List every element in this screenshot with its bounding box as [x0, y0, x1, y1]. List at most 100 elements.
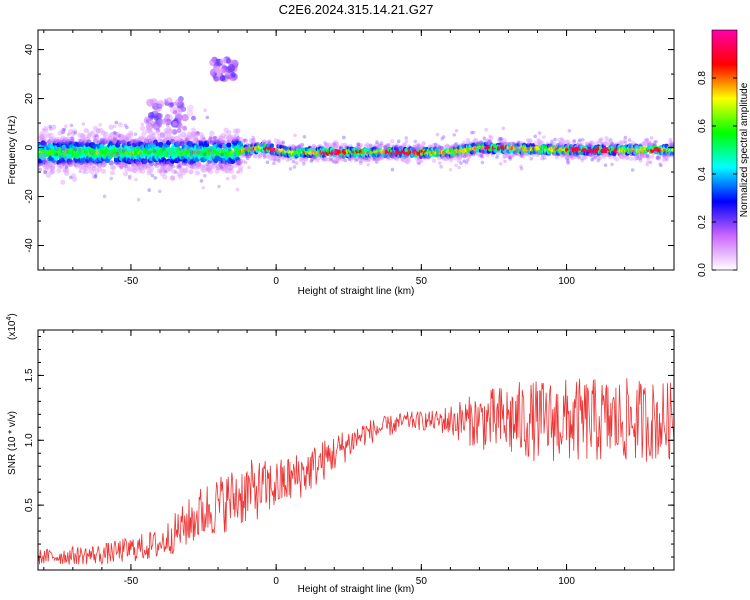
spectrogram-cell	[251, 149, 255, 153]
spectrogram-cell	[578, 138, 582, 142]
spectrogram-cell	[38, 167, 43, 172]
spectrogram-cell	[520, 151, 525, 155]
spectrogram-cell	[220, 152, 224, 157]
spectrogram-cell	[164, 130, 169, 135]
spectrogram-cell	[69, 123, 74, 128]
spectrogram-cell	[90, 130, 96, 136]
spectrogram-cell	[141, 130, 147, 137]
spectrogram-cell	[228, 163, 232, 167]
spectrogram-cell	[236, 170, 240, 174]
spectrogram-cell	[564, 144, 569, 149]
spectrogram-cell	[571, 144, 575, 148]
spectrogram-cell	[244, 154, 249, 158]
spectrogram-cell	[628, 143, 632, 147]
spectrogram-cell	[333, 139, 339, 145]
spectrogram-cell	[581, 137, 585, 142]
spectrogram-cell	[384, 153, 388, 158]
spectrogram-cell	[83, 168, 89, 175]
spectrogram-cell	[654, 150, 659, 155]
spectrogram-cell	[127, 176, 132, 180]
spectrogram-cell	[498, 136, 502, 141]
spectrogram-cell	[418, 154, 423, 158]
spectrogram-cell	[263, 150, 268, 155]
spectrogram-cell	[89, 151, 94, 156]
spectrogram-cell	[394, 144, 399, 149]
spectrogram-cell	[68, 156, 73, 161]
spectrogram-cell	[349, 158, 353, 162]
spectrogram-cell	[503, 159, 507, 164]
spectrogram-cell	[649, 136, 654, 140]
spectrogram-cell	[489, 135, 494, 141]
spectrogram-cell	[208, 148, 212, 153]
spectrogram-cell	[154, 104, 162, 113]
spectrogram-cell	[54, 147, 59, 151]
spectrogram-cell	[404, 136, 409, 140]
spectrogram-cell	[416, 148, 420, 152]
spectrogram-cell	[184, 147, 188, 151]
spectrogram-cell	[139, 125, 146, 132]
spectrogram-cell	[159, 142, 164, 146]
spectrogram-cell	[413, 139, 418, 144]
spectrogram-cell	[132, 139, 137, 143]
spectrogram-cell	[405, 154, 409, 158]
spectrogram-cell	[162, 119, 168, 125]
spectrogram-cell	[265, 160, 270, 165]
spectrogram-cell	[170, 138, 176, 145]
spectrogram-cell	[46, 140, 51, 144]
spectrogram-cell	[379, 141, 384, 145]
spectrogram-cell	[504, 151, 509, 156]
spectrogram-cell	[609, 141, 614, 146]
spectrogram-cell	[652, 140, 657, 145]
spectrogram-cell	[245, 142, 250, 147]
spectrogram-cell	[421, 141, 426, 146]
spectrogram-cell	[94, 173, 98, 178]
spectrogram-cell	[332, 141, 337, 146]
spectrogram-cell	[446, 150, 451, 155]
spectrogram-cell	[433, 142, 438, 147]
snr-panel: -50 0 50 100 0.5 1.0 1.5 Height of straight l…	[6, 313, 675, 595]
spectrogram-cell	[114, 120, 119, 125]
spectrogram-cell	[207, 169, 214, 175]
spectrogram-cell	[334, 160, 339, 165]
spectrogram-cell	[558, 141, 563, 146]
spectrogram-cell	[153, 162, 158, 167]
spectrogram-cell	[440, 136, 444, 141]
spectrogram-cell	[214, 150, 220, 156]
spectrogram-cell	[243, 148, 248, 152]
spectrogram-cell	[269, 143, 275, 148]
spectrogram-cell	[152, 131, 157, 136]
spectrogram-cell	[590, 157, 594, 162]
spectrogram-cell	[440, 155, 444, 159]
spectrogram-cell	[166, 97, 173, 104]
spectrogram-cell	[100, 137, 104, 142]
spectrogram-cell	[437, 156, 442, 161]
spectrogram-cell	[177, 160, 184, 167]
spectrogram-cell	[128, 132, 134, 138]
spectrogram-cell	[191, 115, 196, 121]
spectrogram-cell	[630, 168, 635, 172]
spectrogram-y-tick-label: -40	[24, 238, 35, 253]
snr-multiplier-base: (x10	[7, 320, 18, 340]
spectrogram-cell	[108, 160, 114, 166]
spectrogram-cell	[535, 151, 539, 155]
spectrogram-cell	[123, 123, 128, 128]
spectrogram-cell	[154, 120, 159, 125]
spectrogram-cell	[374, 160, 379, 164]
spectrogram-cell	[94, 134, 100, 140]
spectrogram-cell	[387, 142, 392, 147]
spectrogram-cell	[131, 138, 135, 143]
spectrogram-cell	[189, 148, 194, 153]
colorbar-tick-label: 0.0	[697, 263, 708, 277]
spectrogram-cell	[163, 142, 167, 147]
spectrogram-cell	[94, 159, 98, 163]
spectrogram-cell	[462, 154, 467, 159]
spectrogram-cell	[622, 139, 627, 144]
spectrogram-cell	[201, 164, 206, 168]
spectrogram-cell	[247, 165, 251, 170]
spectrogram-cell	[366, 157, 371, 161]
spectrogram-cell	[64, 124, 68, 129]
spectrogram-cell	[40, 152, 45, 157]
spectrogram-cell	[424, 154, 428, 158]
spectrogram-cell	[632, 150, 637, 154]
